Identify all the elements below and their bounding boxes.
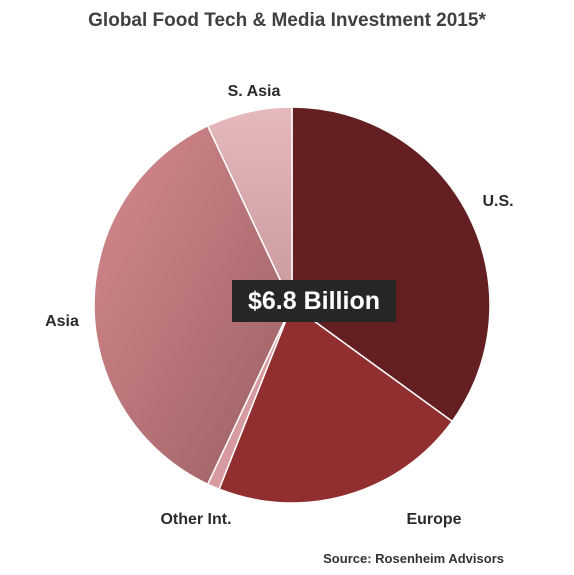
slice-label-asia: Asia [45,313,79,330]
pie-slice-u-s [291,106,491,423]
source-note: Source: Rosenheim Advisors [323,551,504,566]
chart-title: Global Food Tech & Media Investment 2015… [88,10,486,31]
slice-label-other-int: Other Int. [160,511,231,528]
total-value-label: $6.8 Billion [232,280,396,322]
slice-label-u-s: U.S. [482,193,513,210]
pie-slice-s-asia [206,106,293,306]
slice-label-europe: Europe [406,511,461,528]
slice-label-s-asia: S. Asia [228,83,281,100]
pie-slice-europe [218,303,454,504]
pie-slice-asia [93,124,293,486]
